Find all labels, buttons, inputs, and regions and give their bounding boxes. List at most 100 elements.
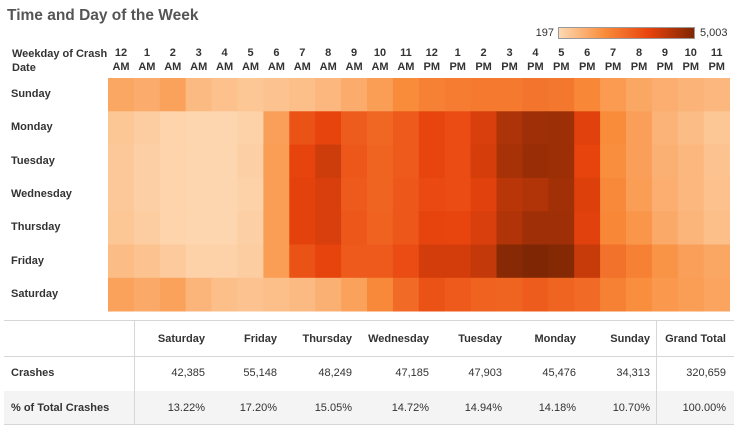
hour-period: PM [682,61,700,73]
heatmap-cell [108,111,135,145]
heatmap-cell [289,244,316,279]
heatmap-cell [600,244,627,279]
heatmap-cell [185,211,212,245]
heatmap-cell [289,78,316,112]
heatmap-cell [185,78,212,112]
heatmap-cell [289,177,316,212]
heatmap-cell [626,78,653,112]
heatmap-cell [418,277,446,312]
heatmap-cell [289,144,316,179]
heatmap-cell [677,78,705,112]
heatmap-cell [289,277,316,312]
row-header-line-1: Weekday of Crash [12,48,108,60]
heatmap-cell [574,277,601,312]
hour-label: 12 PM [419,46,445,74]
heatmap-cell [548,277,575,312]
hour-period: AM [319,61,337,73]
hour-period: AM [345,61,363,73]
table-cell: 47,903 [468,367,502,379]
heatmap-cell [315,144,342,179]
hour-period: AM [293,61,311,73]
hour-label: 3 AM [186,46,212,74]
table-cell: 15.05% [314,402,352,414]
table-cell: 42,385 [171,367,205,379]
heatmap-cell [392,244,420,279]
heatmap-cell [548,111,575,145]
heatmap-cell [211,177,238,212]
hour-label: 9 PM [652,46,678,74]
weekday-label: Thursday [11,221,61,234]
chart-title: Time and Day of the Week [7,7,199,24]
hour-number: 1 [143,47,150,59]
table-row-label: % of Total Crashes [11,402,110,414]
heatmap-cell [651,277,679,312]
table-column-header: Sunday [610,333,650,345]
table-cell: 14.94% [464,402,502,414]
heatmap-cell [289,211,316,245]
heatmap-cell [418,177,446,212]
heatmap-cell [185,277,212,312]
heatmap-cell [211,211,238,245]
hour-number: 11 [710,47,723,59]
table-cell: 320,659 [686,367,726,379]
hour-number: 12 [114,47,128,59]
heatmap-cell [626,111,653,145]
heatmap-cell [651,177,679,212]
heatmap-cell [237,277,264,312]
hour-label: 10 AM [367,46,393,74]
heatmap-cell [159,144,187,179]
heatmap-cell [315,211,342,245]
table-cell: 45,476 [542,367,576,379]
heatmap-cell [418,144,446,179]
heatmap-cell [496,177,523,212]
heatmap-cell [237,144,264,179]
heatmap-cell [651,111,679,145]
heatmap-cell [159,211,187,245]
table-cell: 10.70% [612,402,650,414]
heatmap-cell [651,211,679,245]
heatmap [108,78,730,312]
table-cell: 100.00% [682,402,726,414]
heatmap-cell [185,177,212,212]
hour-number: 5 [247,47,254,59]
heatmap-cell [470,111,497,145]
hour-number: 7 [610,47,617,59]
heatmap-cell [185,144,212,179]
heatmap-cell [548,144,575,179]
table-column-header: Grand Total [665,333,726,345]
heatmap-cell [211,244,238,279]
hour-label: 1 AM [134,46,160,74]
heatmap-cell [626,177,653,212]
grand-total-divider [656,321,657,424]
hour-number: 3 [195,47,202,59]
heatmap-cell [159,111,187,145]
table-cell: 17.20% [239,402,277,414]
hour-period: PM [708,61,725,73]
heatmap-cell [496,78,523,112]
hour-period: AM [371,61,389,73]
heatmap-cell [211,78,238,112]
weekday-label: Saturday [11,287,59,300]
hour-number: 7 [299,47,306,59]
heatmap-cell [703,177,730,212]
heatmap-cell [522,211,549,245]
hour-label: 6 AM [263,46,289,74]
hour-number: 11 [400,47,412,59]
heatmap-cell [574,111,601,145]
heatmap-cell [392,211,420,245]
row-header-line-2: Date [12,62,36,74]
hour-period: AM [112,61,130,73]
heatmap-cell [211,144,238,179]
legend-max-label: 5,003 [700,27,728,39]
hour-period: PM [501,61,518,73]
heatmap-cell [470,177,497,212]
hour-period: PM [475,61,492,73]
heatmap-cell [522,78,549,112]
heatmap-cell [651,244,679,279]
hour-period: AM [241,61,260,73]
heatmap-cell [470,78,497,112]
heatmap-cell [185,111,212,145]
hour-label: 11 AM [393,46,419,74]
heatmap-cell [626,211,653,245]
weekday-label: Sunday [11,88,51,100]
